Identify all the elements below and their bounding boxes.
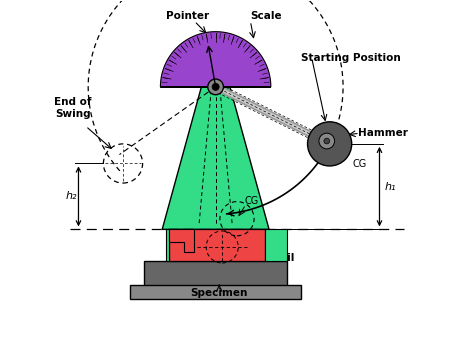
Circle shape [212, 83, 219, 90]
Text: Pointer: Pointer [165, 11, 209, 21]
Bar [166, 229, 169, 261]
Bar [169, 229, 265, 261]
Text: Hammer: Hammer [358, 128, 408, 138]
Bar [145, 261, 287, 286]
Text: Specimen: Specimen [191, 288, 248, 298]
Text: h₁: h₁ [385, 182, 396, 192]
Bar [130, 285, 301, 299]
Circle shape [208, 79, 223, 95]
Polygon shape [160, 32, 271, 87]
Circle shape [319, 133, 335, 149]
Circle shape [308, 122, 352, 166]
Text: h₂: h₂ [65, 191, 77, 201]
Text: End of
Swing: End of Swing [55, 97, 92, 119]
Text: CG: CG [244, 196, 258, 206]
Polygon shape [169, 229, 194, 252]
Text: Scale: Scale [250, 11, 282, 21]
Text: Anvil: Anvil [265, 253, 295, 263]
Polygon shape [162, 87, 269, 229]
Text: CG: CG [353, 159, 367, 169]
Bar [265, 229, 287, 261]
Circle shape [324, 138, 329, 144]
Text: Starting Position: Starting Position [301, 53, 401, 64]
